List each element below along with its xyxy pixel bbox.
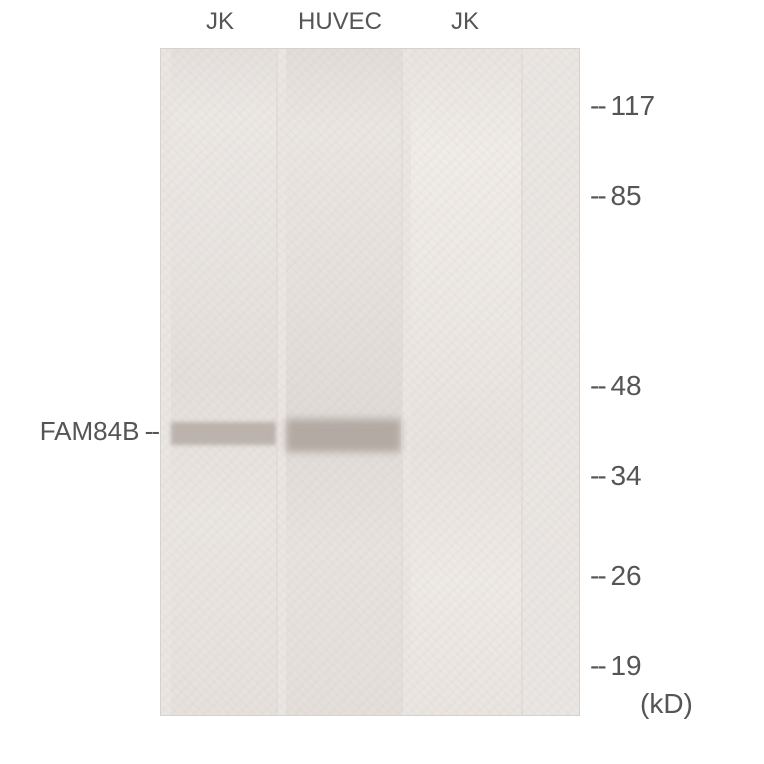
lane-background	[171, 49, 276, 715]
mw-marker-34: -- 34	[590, 460, 642, 492]
marker-tick: --	[590, 560, 610, 591]
lane-label-3: JK	[405, 8, 525, 36]
marker-tick: --	[590, 460, 610, 491]
marker-tick: --	[590, 180, 610, 211]
blot-membrane	[160, 48, 580, 716]
mw-unit: (kD)	[640, 688, 693, 720]
lane-divider	[401, 49, 403, 715]
lane-2	[286, 49, 401, 715]
mw-marker-19: -- 19	[590, 650, 642, 682]
marker-value: 48	[610, 370, 641, 401]
lane-3	[411, 49, 521, 715]
lane-divider	[276, 49, 278, 715]
mw-marker-26: -- 26	[590, 560, 642, 592]
marker-value: 19	[610, 650, 641, 681]
marker-value: 26	[610, 560, 641, 591]
protein-tick: --	[139, 416, 158, 446]
lane-label-1: JK	[160, 8, 280, 36]
marker-tick: --	[590, 650, 610, 681]
protein-band	[286, 419, 401, 452]
mw-marker-85: -- 85	[590, 180, 642, 212]
marker-value: 34	[610, 460, 641, 491]
mw-marker-117: -- 117	[590, 90, 655, 122]
lane-background	[286, 49, 401, 715]
lane-background	[411, 49, 521, 715]
lane-1	[171, 49, 276, 715]
protein-label: FAM84B --	[40, 416, 158, 447]
marker-value: 117	[610, 90, 655, 121]
marker-value: 85	[610, 180, 641, 211]
lane-divider	[521, 49, 523, 715]
protein-band	[171, 422, 276, 445]
protein-name: FAM84B	[40, 416, 140, 446]
mw-marker-48: -- 48	[590, 370, 642, 402]
marker-tick: --	[590, 90, 610, 121]
lane-label-2: HUVEC	[280, 8, 400, 36]
marker-tick: --	[590, 370, 610, 401]
